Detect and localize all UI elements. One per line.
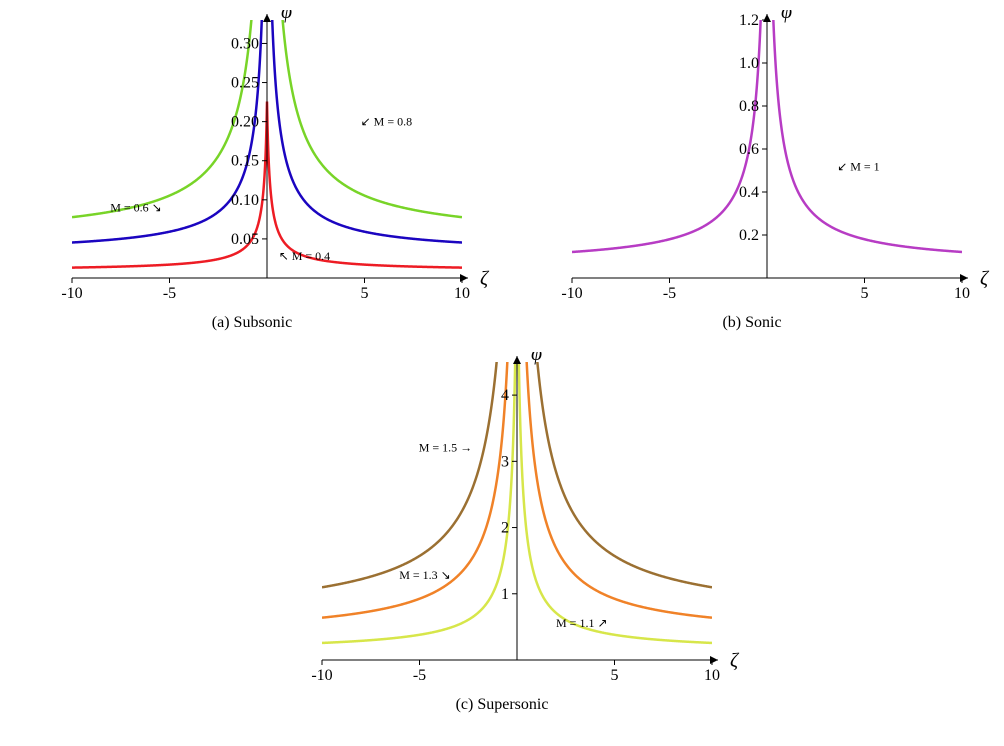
panel-b: -10 -5 5 10 0.2 0.4 0.6 0.8 1.0 1.2 φ ζ ↙ M = 1 (b) …: [512, 10, 992, 332]
xtick-label: -5: [163, 285, 176, 302]
xtick-label: 5: [611, 667, 619, 684]
ytick-label: 0.6: [739, 141, 759, 158]
xtick-label: 5: [861, 285, 869, 302]
ytick-label: 1: [501, 586, 509, 603]
series-annotation: M = 0.6 ↘: [110, 201, 162, 215]
ylabel: φ: [281, 10, 292, 23]
ytick-label: 0.05: [231, 231, 259, 248]
xtick-label: -10: [311, 667, 332, 684]
ylabel: φ: [781, 10, 792, 23]
ytick-label: 0.15: [231, 153, 259, 170]
ytick-label: 0.10: [231, 192, 259, 209]
caption-a: (a) Subsonic: [212, 314, 292, 332]
ytick-label: 4: [501, 387, 509, 404]
chart-sonic: -10 -5 5 10 0.2 0.4 0.6 0.8 1.0 1.2 φ ζ ↙ M = 1: [512, 10, 992, 310]
caption-b: (b) Sonic: [722, 314, 781, 332]
ytick-label: 3: [501, 453, 509, 470]
ytick-label: 0.30: [231, 35, 259, 52]
chart-supersonic: -10 -5 5 10 1 2 3 4 φ ζ M = 1.5 → M = 1.3 ↘ M = 1.1 …: [262, 352, 742, 692]
figure-grid: -10-55100.050.100.150.200.250.30φζ↙ M = …: [10, 10, 994, 714]
ytick-label: 1.0: [739, 55, 759, 72]
series-annotation: ↖ M = 0.4: [279, 249, 331, 263]
xtick-label: -10: [61, 285, 82, 302]
xtick-label: 10: [454, 285, 470, 302]
bottom-row: -10 -5 5 10 1 2 3 4 φ ζ M = 1.5 → M = 1.3 ↘ M = 1.1 …: [10, 352, 994, 714]
xtick-label: -10: [561, 285, 582, 302]
panel-a: -10 -5 5 10 0.05 0.10 0.15 0.20 0.25 0.30 φ ζ ↙ M = …: [12, 10, 492, 332]
xtick-label: -5: [663, 285, 676, 302]
caption-c: (c) Supersonic: [456, 696, 549, 714]
xtick-label: 10: [704, 667, 720, 684]
top-row: -10-55100.050.100.150.200.250.30φζ↙ M = …: [10, 10, 994, 332]
xlabel: ζ: [480, 268, 490, 290]
xlabel: ζ: [730, 650, 740, 672]
ytick-label: 0.4: [739, 184, 759, 201]
series-annotation: ↙ M = 1: [837, 160, 880, 174]
ylabel: φ: [531, 352, 542, 365]
xlabel: ζ: [980, 268, 990, 290]
xtick-label: 10: [954, 285, 970, 302]
chart-subsonic: -10 -5 5 10 0.05 0.10 0.15 0.20 0.25 0.30 φ ζ ↙ M = …: [12, 10, 492, 310]
series-annotation: M = 1.5 →: [419, 440, 472, 454]
series-annotation: M = 1.1 ↗: [556, 616, 608, 630]
ytick-label: 1.2: [739, 12, 759, 29]
ytick-label: 0.8: [739, 98, 759, 115]
xtick-label: 5: [361, 285, 369, 302]
panel-c: -10 -5 5 10 1 2 3 4 φ ζ M = 1.5 → M = 1.3 ↘ M = 1.1 …: [262, 352, 742, 714]
ytick-label: 0.2: [739, 227, 759, 244]
ytick-label: 2: [501, 520, 509, 537]
ytick-label: 0.25: [231, 75, 259, 92]
ytick-label: 0.20: [231, 114, 259, 131]
series-annotation: M = 1.3 ↘: [399, 568, 451, 582]
xtick-label: -5: [413, 667, 426, 684]
series-annotation: ↙ M = 0.8: [361, 115, 413, 129]
